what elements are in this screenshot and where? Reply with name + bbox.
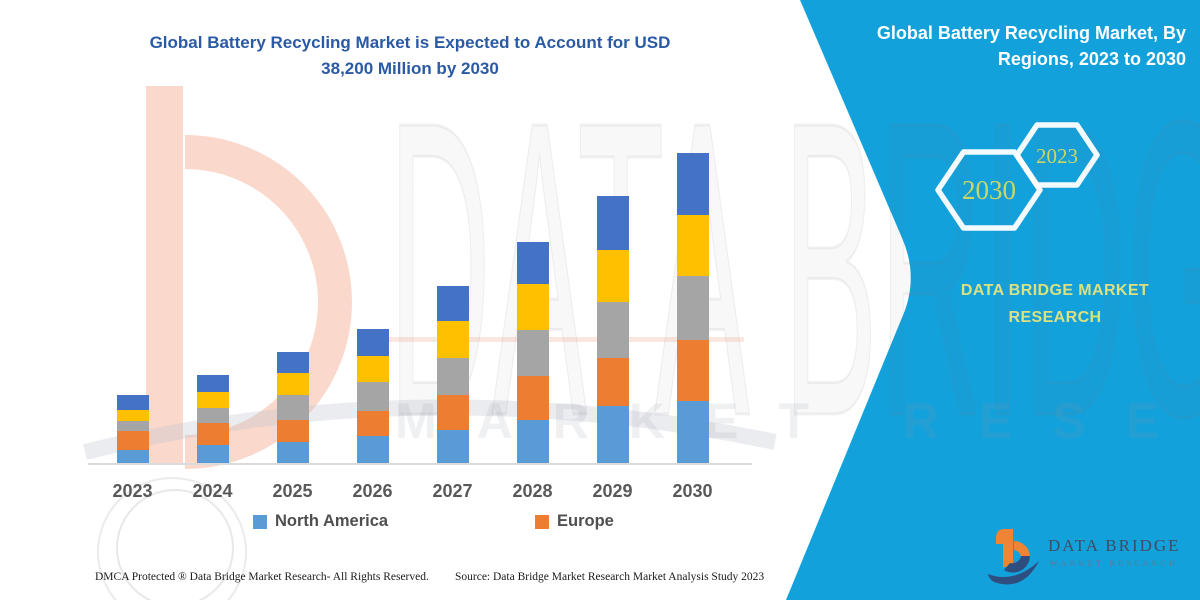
bar-segment-north-america xyxy=(116,449,149,463)
logo-swoosh xyxy=(988,561,1039,585)
chart-title: Global Battery Recycling Market is Expec… xyxy=(149,33,671,78)
bar-segment-series-5 xyxy=(596,196,629,250)
bar-segment-series-3 xyxy=(356,381,389,411)
bar-2026 xyxy=(356,328,389,463)
bar-segment-series-5 xyxy=(436,285,469,322)
bar-segment-series-3 xyxy=(596,302,629,358)
hexagon-2030: 2030 xyxy=(935,149,1043,231)
hexagon-2030-label: 2030 xyxy=(962,175,1016,205)
legend-label: North America xyxy=(275,512,389,530)
bar-segment-north-america xyxy=(516,419,549,463)
panel-brand-text: DATA BRIDGE MARKET RESEARCH xyxy=(960,282,1150,326)
logo-b-lower-bowl xyxy=(1004,556,1030,573)
bar-segment-north-america xyxy=(356,435,389,463)
x-axis-label: 2029 xyxy=(592,481,633,501)
x-axis-label: 2028 xyxy=(512,481,553,501)
bar-segment-europe xyxy=(596,357,629,407)
bar-segment-series-5 xyxy=(116,394,149,410)
legend-item-europe: Europe xyxy=(535,512,614,531)
bar-segment-series-4 xyxy=(596,249,629,303)
x-axis-label: 2030 xyxy=(672,481,713,501)
dmca-text: DMCA Protected ® Data Bridge Market Rese… xyxy=(95,571,429,583)
bar-2028 xyxy=(516,241,549,463)
bar-segment-europe xyxy=(116,431,149,450)
bar-2030 xyxy=(676,152,709,463)
x-axis-label: 2023 xyxy=(112,481,153,501)
bar-2027 xyxy=(436,285,469,463)
bar-segment-series-5 xyxy=(516,241,549,285)
bar-segment-series-3 xyxy=(676,276,709,340)
bar-2023 xyxy=(116,394,149,463)
logo-b-stem xyxy=(996,529,1013,567)
panel-heading: Global Battery Recycling Market, By Regi… xyxy=(876,23,1186,69)
bar-segment-north-america xyxy=(596,406,629,463)
x-axis-line xyxy=(88,463,752,465)
bar-segment-series-3 xyxy=(436,358,469,395)
source-text: Source: Data Bridge Market Research Mark… xyxy=(455,571,765,583)
bar-segment-north-america xyxy=(436,429,469,463)
logo-b-upper-bowl xyxy=(1014,541,1030,558)
bar-segment-series-5 xyxy=(676,152,709,215)
bar-segment-europe xyxy=(356,410,389,436)
legend-swatch xyxy=(535,514,549,529)
bar-segment-series-4 xyxy=(516,284,549,331)
bar-segment-series-3 xyxy=(116,420,149,432)
bar-segment-series-3 xyxy=(516,330,549,377)
legend-item-north-america: North America xyxy=(253,512,388,531)
bar-segment-europe xyxy=(516,376,549,420)
legend-label: Europe xyxy=(557,512,614,530)
logo-title: DATA BRIDGE xyxy=(1048,536,1181,555)
hexagon-2023-label: 2023 xyxy=(1036,144,1078,168)
x-axis-labels: 2023 2024 2025 2026 2027 2028 2029 2030 xyxy=(90,481,752,507)
bar-segment-north-america xyxy=(676,401,709,463)
bar-segment-series-4 xyxy=(436,321,469,359)
x-axis-label: 2025 xyxy=(272,481,313,501)
bar-segment-series-4 xyxy=(676,214,709,277)
bar-segment-series-4 xyxy=(116,409,149,421)
x-axis-label: 2027 xyxy=(432,481,473,501)
bar-segment-series-4 xyxy=(356,356,389,382)
x-axis-label: 2026 xyxy=(352,481,393,501)
logo-subtitle: MARKET RESEARCH xyxy=(1050,559,1179,568)
bar-segment-series-5 xyxy=(356,328,389,357)
legend-swatch xyxy=(253,514,267,529)
bar-segment-europe xyxy=(676,339,709,402)
chart-legend: North America Europe xyxy=(0,512,760,536)
bar-2029 xyxy=(596,196,629,463)
bar-segment-europe xyxy=(436,394,469,430)
hexagon-2023: 2023 xyxy=(1014,122,1100,188)
x-axis-label: 2024 xyxy=(192,481,233,501)
